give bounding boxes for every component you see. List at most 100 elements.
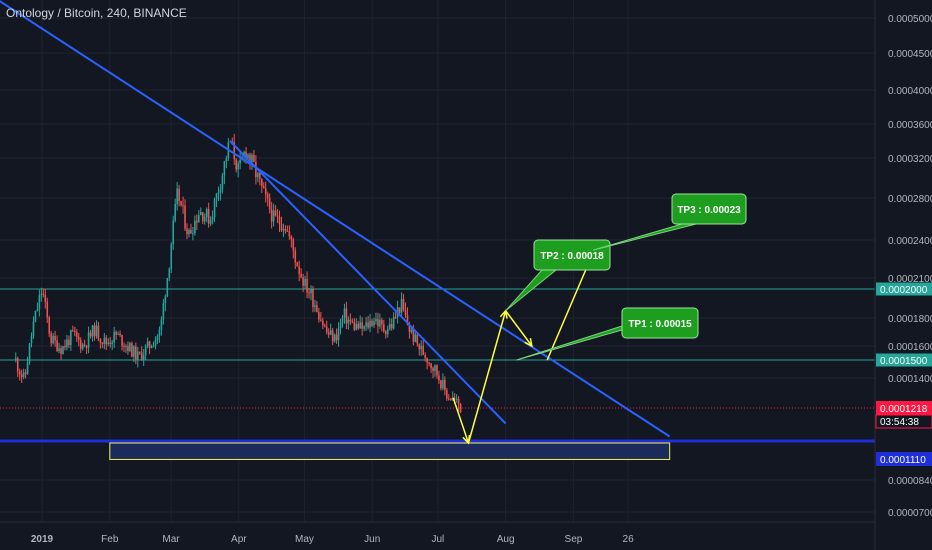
candle-body: [28, 343, 31, 363]
candle-body: [345, 308, 348, 324]
candle-body: [341, 317, 344, 323]
price-axis-labels: 0.0002000 0.0001500 0.0001218 03:54:38 0.000…: [875, 282, 932, 466]
candle-body: [14, 358, 17, 360]
candle-body: [74, 331, 76, 333]
candle-body: [158, 329, 161, 337]
candle-body: [359, 322, 362, 329]
candle-body: [81, 344, 84, 349]
candle-body: [68, 339, 70, 346]
candle-body: [451, 397, 454, 401]
level-label: 0.0001500: [880, 356, 928, 367]
candle-body: [205, 209, 208, 217]
candle-body: [119, 333, 121, 336]
candle-body: [176, 188, 178, 205]
candle-body: [34, 310, 37, 322]
candle-body: [113, 331, 115, 343]
callout-label: TP3 : 0.00023: [677, 205, 741, 216]
candle-body: [278, 216, 281, 225]
candle-body: [260, 178, 263, 187]
candle-body: [337, 328, 340, 341]
candle-body: [286, 230, 289, 232]
candle-body: [300, 273, 302, 278]
price-tick-label: 0.0002800: [888, 194, 932, 205]
candle-body: [284, 228, 287, 231]
candle-body: [402, 299, 405, 310]
candle-body: [310, 289, 312, 294]
candle-body: [288, 231, 291, 237]
candle-body: [440, 380, 442, 389]
candle-body: [83, 344, 86, 346]
candle-body: [72, 330, 74, 332]
candle-body: [156, 336, 159, 340]
candle-body: [16, 358, 19, 372]
candle-body: [168, 269, 171, 278]
candle-body: [239, 159, 241, 164]
candle-body: [93, 325, 96, 337]
candle-body: [355, 323, 358, 330]
level-label: 0.0002000: [880, 285, 928, 296]
candle-body: [266, 194, 269, 199]
candle-body: [262, 186, 265, 189]
candle-body: [347, 319, 350, 324]
candle-body: [386, 328, 389, 335]
price-axis[interactable]: 0.0005000 0.0004500 0.0004000 0.0003600 0.00…: [888, 14, 932, 519]
candle-body: [131, 343, 133, 357]
candle-body: [203, 216, 206, 222]
candle-body: [127, 345, 129, 351]
candle-body: [367, 322, 369, 328]
candle-body: [85, 345, 88, 348]
candle-body: [446, 389, 448, 399]
candle-body: [42, 293, 45, 295]
time-axis[interactable]: 2019 Feb Mar Apr May Jun Jul Aug Sep 26: [31, 534, 634, 545]
time-tick-label: 26: [623, 534, 635, 545]
candle-body: [365, 322, 367, 327]
candle-body: [111, 342, 114, 345]
countdown-badge: [875, 414, 932, 429]
candle-body: [221, 175, 224, 190]
candle-body: [308, 292, 310, 294]
candle-body: [201, 212, 204, 222]
candle-body: [404, 309, 407, 316]
candle-body: [249, 154, 251, 162]
candle-body: [213, 199, 216, 218]
candle-body: [219, 189, 222, 193]
candle-body: [363, 326, 365, 329]
candle-body: [129, 343, 131, 351]
candle-body: [133, 346, 135, 357]
candle-body: [383, 324, 385, 332]
candle-body: [225, 158, 228, 161]
projection-segment: [452, 397, 470, 444]
candle-body: [115, 331, 117, 335]
candle-body: [259, 173, 261, 179]
trendlines: [0, 0, 671, 438]
candle-body: [424, 354, 426, 358]
candle-body: [255, 161, 257, 178]
current-price-badge: [876, 401, 932, 415]
candle-body: [89, 332, 92, 337]
current-price-label: 0.0001218: [880, 404, 928, 415]
trendline: [229, 140, 507, 425]
price-tick-label: 0.0004000: [888, 86, 932, 97]
candle-body: [432, 368, 434, 371]
candle-body: [384, 331, 387, 335]
candle-body: [152, 345, 155, 347]
candle-body: [60, 348, 62, 354]
candle-body: [268, 198, 271, 210]
candle-body: [436, 365, 438, 376]
price-tick-label: 0.0000700: [888, 508, 932, 519]
time-tick-label: Jun: [364, 534, 380, 545]
candle-body: [107, 342, 110, 344]
support-price-badge: [876, 452, 932, 466]
candle-body: [251, 154, 253, 162]
candle-body: [79, 339, 82, 349]
trendline: [0, 0, 671, 438]
candle-body: [196, 220, 198, 223]
candle-body: [418, 343, 421, 350]
candle-body: [87, 332, 90, 348]
candle-body: [26, 362, 29, 374]
level-badge: [876, 282, 932, 296]
candle-body: [99, 339, 102, 343]
candle-body: [335, 334, 338, 341]
